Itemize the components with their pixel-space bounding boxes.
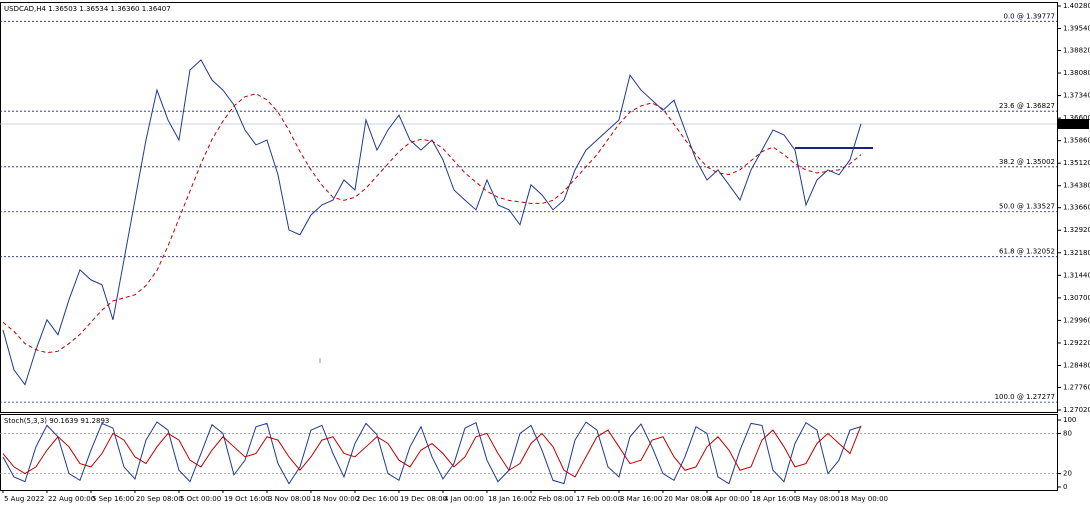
y-tick-label: 100 [1063, 416, 1076, 424]
x-tick-label: 3 May 08:00 [796, 495, 840, 503]
y-tick-label: 1.36600 [1063, 114, 1090, 122]
x-tick-label: 2 Feb 08:00 [532, 495, 573, 503]
x-tick-label: 5 Oct 00:00 [180, 495, 221, 503]
level-label: 100.0 @ 1.27277 [995, 393, 1055, 401]
x-tick-label: 20 Sep 08:00 [136, 495, 183, 503]
x-tick-label: 18 May 00:00 [840, 495, 888, 503]
x-tick-label: 3 Mar 16:00 [620, 495, 662, 503]
x-tick-label: 4 Apr 00:00 [708, 495, 749, 503]
y-tick-label: 1.34380 [1063, 182, 1090, 190]
level-label: 38.2 @ 1.35002 [999, 158, 1055, 166]
y-tick-label: 1.30700 [1063, 294, 1090, 302]
x-tick-label: 19 Dec 08:00 [400, 495, 447, 503]
x-tick-label: 17 Feb 00:00 [576, 495, 622, 503]
series-line [2, 93, 862, 354]
series-line [2, 425, 862, 478]
y-tick-label: 0 [1063, 483, 1067, 491]
y-tick-label: 1.38820 [1063, 46, 1090, 54]
pane-title: USDCAD,H4 1.36503 1.36534 1.36360 1.3640… [4, 5, 171, 13]
y-tick-label: 80 [1063, 429, 1072, 437]
x-tick-label: 3 Nov 08:00 [268, 495, 311, 503]
x-tick-label: 18 Apr 16:00 [752, 495, 798, 503]
level-label: 50.0 @ 1.33527 [999, 203, 1055, 211]
x-tick-label: 2 Dec 16:00 [356, 495, 399, 503]
x-tick-label: 5 Aug 2022 [4, 495, 44, 503]
y-tick-label: 1.38080 [1063, 69, 1090, 77]
x-tick-label: 5 Sep 16:00 [92, 495, 134, 503]
y-tick-label: 1.29220 [1063, 339, 1090, 347]
y-tick-label: 1.35120 [1063, 159, 1090, 167]
y-tick-label: 1.29960 [1063, 316, 1090, 324]
y-tick-label: 1.27760 [1063, 383, 1090, 391]
y-tick-label: 1.32920 [1063, 226, 1090, 234]
level-label: 61.8 @ 1.32052 [999, 248, 1055, 256]
y-tick-label: 1.40280 [1063, 2, 1090, 10]
y-tick-label: 1.37340 [1063, 92, 1090, 100]
level-label: 23.6 @ 1.36827 [999, 102, 1055, 110]
x-tick-label: 18 Jan 16:00 [488, 495, 532, 503]
y-tick-label: 1.39540 [1063, 25, 1090, 33]
series-line [2, 421, 862, 485]
y-tick-label: 1.32180 [1063, 249, 1090, 257]
y-tick-label: 1.35860 [1063, 137, 1090, 145]
pane-title: Stoch(5,3,3) 90.1639 91.2893 [4, 417, 109, 425]
x-tick-label: 4 Jan 00:00 [444, 495, 484, 503]
series-line [2, 59, 862, 386]
x-tick-label: 19 Oct 16:00 [224, 495, 270, 503]
x-tick-label: 18 Nov 00:00 [312, 495, 359, 503]
stoch-pane-frame [0, 414, 1058, 491]
y-tick-label: 1.27020 [1063, 406, 1090, 414]
level-label: 0.0 @ 1.39777 [1003, 12, 1055, 20]
y-tick-label: 1.31440 [1063, 271, 1090, 279]
y-tick-label: 1.28480 [1063, 362, 1090, 370]
y-tick-label: 20 [1063, 470, 1072, 478]
x-tick-label: 20 Mar 08:00 [664, 495, 711, 503]
last-price-label: 1.36407 [1060, 120, 1089, 128]
x-tick-label: 22 Aug 00:00 [48, 495, 95, 503]
y-tick-label: 1.33660 [1063, 204, 1090, 212]
last-price-box [1058, 118, 1089, 129]
